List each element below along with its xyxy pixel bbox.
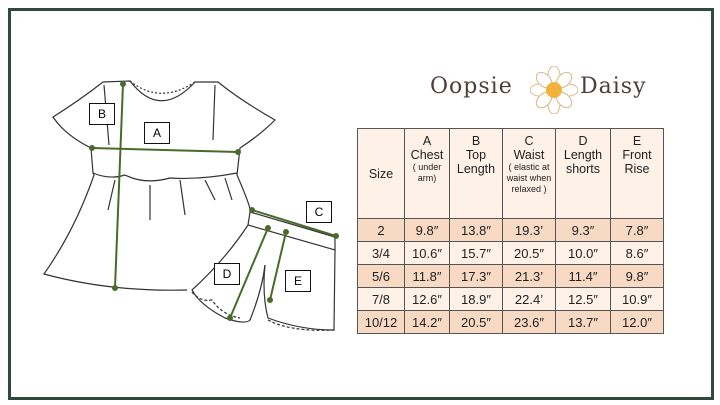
top-drawing	[43, 80, 276, 291]
cell-chest: 12.6″	[404, 287, 450, 311]
cell-top-length: 20.5″	[449, 310, 503, 334]
cell-top-length: 18.9″	[449, 287, 503, 311]
table-row: 10/12 14.2″ 20.5″ 23.6″ 13.7″ 12.0″	[357, 310, 664, 334]
arrow-d	[229, 227, 269, 319]
cell-size: 3/4	[357, 241, 405, 265]
label-a: A	[144, 122, 170, 144]
brand-logo: Oopsie Daisy	[430, 66, 670, 116]
arrow-e	[269, 231, 287, 301]
cell-top-length: 15.7″	[449, 241, 503, 265]
cell-length-shorts: 13.7″	[555, 310, 611, 334]
logo-word-1: Oopsie	[430, 74, 513, 99]
cell-length-shorts: 11.4″	[555, 264, 611, 288]
cell-top-length: 13.8″	[449, 218, 503, 242]
cell-size: 7/8	[357, 287, 405, 311]
table-row: 3/4 10.6″ 15.7″ 20.5″ 10.0″ 8.6″	[357, 241, 664, 265]
cell-length-shorts: 10.0″	[555, 241, 611, 265]
cell-top-length: 17.3″	[449, 264, 503, 288]
header-chest: A Chest( under arm)	[404, 128, 450, 219]
daisy-icon	[530, 66, 578, 114]
header-front-rise: E Front Rise	[610, 128, 664, 219]
header-waist: C Waist( elastic at waist when relaxed )	[502, 128, 556, 219]
cell-chest: 10.6″	[404, 241, 450, 265]
table-row: 7/8 12.6″ 18.9″ 22.4’ 12.5″ 10.9″	[357, 287, 664, 311]
label-e: E	[285, 270, 311, 292]
cell-front-rise: 12.0″	[610, 310, 664, 334]
cell-length-shorts: 9.3″	[555, 218, 611, 242]
cell-waist: 20.5″	[502, 241, 556, 265]
cell-size: 10/12	[357, 310, 405, 334]
cell-size: 5/6	[357, 264, 405, 288]
table-row: 2 9.8″ 13.8″ 19.3’ 9.3″ 7.8″	[357, 218, 664, 242]
cell-chest: 9.8″	[404, 218, 450, 242]
header-length-shorts: D Length shorts	[555, 128, 611, 219]
cell-front-rise: 9.8″	[610, 264, 664, 288]
cell-front-rise: 8.6″	[610, 241, 664, 265]
cell-waist: 23.6″	[502, 310, 556, 334]
label-c: C	[306, 201, 332, 223]
label-b: B	[89, 103, 115, 125]
cell-front-rise: 7.8″	[610, 218, 664, 242]
cell-front-rise: 10.9″	[610, 287, 664, 311]
cell-size: 2	[357, 218, 405, 242]
arrow-c	[251, 209, 337, 237]
logo-word-2: Daisy	[580, 74, 647, 99]
header-size: Size	[357, 128, 405, 219]
size-chart-table: Size A Chest( under arm) B Top Length C Wai…	[357, 128, 664, 334]
table-header-row: Size A Chest( under arm) B Top Length C Wai…	[357, 128, 664, 219]
table-row: 5/6 11.8″ 17.3″ 21.3’ 11.4″ 9.8″	[357, 264, 664, 288]
cell-waist: 19.3’	[502, 218, 556, 242]
cell-chest: 14.2″	[404, 310, 450, 334]
arrow-b	[114, 83, 124, 289]
cell-waist: 21.3’	[502, 264, 556, 288]
cell-waist: 22.4’	[502, 287, 556, 311]
arrow-a	[91, 147, 239, 153]
measurement-arrows	[89, 81, 339, 321]
image-frame	[8, 8, 714, 400]
label-d: D	[214, 263, 240, 285]
header-top-length: B Top Length	[449, 128, 503, 219]
cell-chest: 11.8″	[404, 264, 450, 288]
cell-length-shorts: 12.5″	[555, 287, 611, 311]
